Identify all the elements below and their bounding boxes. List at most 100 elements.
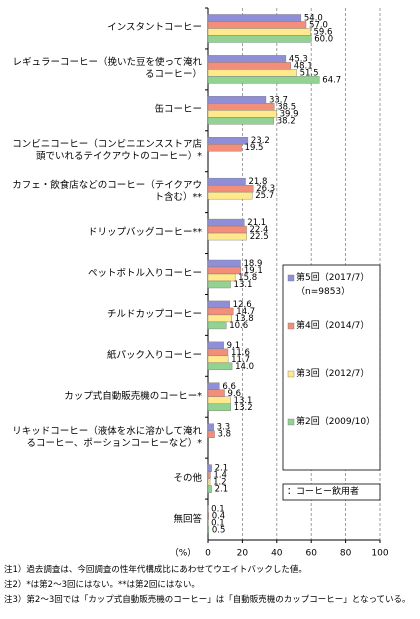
category-label: インスタントコーヒー bbox=[107, 22, 202, 34]
value-label: 19.1 bbox=[244, 266, 263, 276]
legend-label: 第4回（2014/7） bbox=[296, 321, 370, 331]
bar bbox=[207, 471, 211, 479]
bar bbox=[207, 110, 277, 118]
legend-box bbox=[282, 483, 381, 501]
value-label: 13.2 bbox=[234, 403, 253, 413]
bar bbox=[207, 144, 242, 152]
bar bbox=[207, 512, 209, 520]
category-label: ドリップバッグコーヒー** bbox=[87, 227, 202, 239]
value-label: 25.7 bbox=[255, 191, 274, 201]
value-label: 57.0 bbox=[309, 20, 328, 30]
value-label: 38.5 bbox=[277, 102, 296, 112]
bar bbox=[207, 403, 231, 411]
value-label: 2.1 bbox=[215, 485, 229, 495]
value-label: 0.1 bbox=[211, 519, 225, 529]
bar bbox=[207, 321, 227, 330]
value-label: 21.8 bbox=[248, 177, 267, 187]
bar bbox=[207, 218, 245, 227]
category-label: 紙パック入りコーヒー bbox=[106, 349, 202, 361]
value-label: 9.6 bbox=[228, 389, 242, 399]
category-label: カップ式自動販売機のコーヒー* bbox=[64, 390, 202, 402]
bar bbox=[207, 396, 231, 404]
bar bbox=[207, 259, 241, 268]
bar bbox=[207, 355, 229, 364]
value-label: 1.2 bbox=[213, 478, 227, 488]
value-label: 21.1 bbox=[247, 218, 266, 228]
value-label: 13.1 bbox=[234, 396, 253, 406]
value-label: 3.3 bbox=[217, 423, 231, 433]
value-label: 14.7 bbox=[236, 307, 255, 317]
bar bbox=[207, 307, 234, 316]
bar bbox=[207, 232, 247, 241]
category-label: リキッドコーヒー（液体を水に溶かして淹れるコーヒー、ポーションコーヒーなど）* bbox=[12, 425, 202, 449]
value-label: 18.9 bbox=[244, 259, 263, 269]
value-label: 22.4 bbox=[250, 225, 269, 235]
value-label: 9.1 bbox=[227, 341, 241, 351]
x-tick-label: 80 bbox=[340, 549, 352, 559]
value-label: 0.5 bbox=[212, 526, 226, 536]
category-label: レギュラーコーヒー（挽いた豆を使って淹れるコーヒー） bbox=[12, 57, 202, 81]
bar bbox=[207, 478, 211, 486]
value-label: 64.7 bbox=[322, 75, 341, 85]
bar bbox=[207, 273, 236, 282]
bar bbox=[207, 225, 247, 234]
bar bbox=[207, 191, 253, 200]
value-label: 23.2 bbox=[251, 136, 270, 146]
value-label: 26.3 bbox=[256, 184, 275, 194]
category-label: その他 bbox=[173, 472, 202, 484]
value-label: 15.8 bbox=[238, 273, 257, 283]
legend-label: 第3回（2012/7） bbox=[296, 369, 370, 379]
value-label: 0.1 bbox=[211, 505, 225, 515]
value-label: 48.1 bbox=[294, 61, 313, 71]
bar bbox=[207, 35, 312, 43]
bar bbox=[207, 300, 230, 309]
bar bbox=[207, 96, 267, 104]
legend-label: 第2回（2009/10） bbox=[296, 417, 376, 427]
bar bbox=[207, 177, 246, 186]
bar bbox=[207, 69, 297, 77]
bar bbox=[207, 266, 242, 275]
category-label: カフェ・飲食店などのコーヒー（テイクアウト含む）** bbox=[12, 180, 202, 204]
value-label: 45.3 bbox=[289, 54, 308, 64]
value-label: 12.6 bbox=[233, 300, 252, 310]
value-label: 11.7 bbox=[231, 355, 250, 365]
x-tick-label: 0 bbox=[205, 549, 211, 559]
value-label: 38.2 bbox=[277, 116, 296, 126]
value-label: 33.7 bbox=[269, 95, 288, 105]
value-label: 60.0 bbox=[314, 34, 333, 44]
legend-swatch bbox=[287, 370, 295, 378]
bar bbox=[207, 280, 231, 289]
category-label: 無回答 bbox=[173, 513, 202, 525]
value-label: 10.6 bbox=[229, 321, 248, 331]
bar bbox=[207, 430, 215, 438]
value-label: 54.0 bbox=[304, 13, 323, 23]
bar bbox=[207, 137, 249, 145]
bar bbox=[207, 389, 225, 397]
bar bbox=[207, 76, 320, 84]
value-label: 19.5 bbox=[245, 143, 264, 153]
bar bbox=[207, 526, 210, 534]
bar bbox=[207, 314, 232, 323]
bar bbox=[207, 28, 311, 36]
value-label: 14.0 bbox=[235, 362, 254, 372]
bar bbox=[207, 62, 291, 70]
bar bbox=[207, 341, 224, 350]
value-label: 51.5 bbox=[300, 68, 319, 78]
x-tick-label: 40 bbox=[271, 549, 283, 559]
x-tick-label: 20 bbox=[237, 549, 249, 559]
bar bbox=[207, 464, 212, 472]
x-tick-label: 60 bbox=[305, 549, 317, 559]
value-label: 39.9 bbox=[280, 109, 299, 119]
bar bbox=[207, 423, 214, 431]
bar bbox=[207, 14, 302, 22]
legend-swatch bbox=[287, 274, 295, 282]
category-label: コンビニコーヒー（コンビニエンスストア店頭でいれるテイクアウトのコーヒー）* bbox=[12, 139, 202, 163]
value-label: 6.6 bbox=[222, 382, 236, 392]
value-label: 13.8 bbox=[235, 314, 254, 324]
value-label: 1.4 bbox=[213, 471, 227, 481]
bar bbox=[207, 485, 212, 493]
value-label: 11.6 bbox=[231, 348, 250, 358]
value-label: 22.5 bbox=[250, 232, 269, 242]
bar bbox=[207, 184, 254, 193]
